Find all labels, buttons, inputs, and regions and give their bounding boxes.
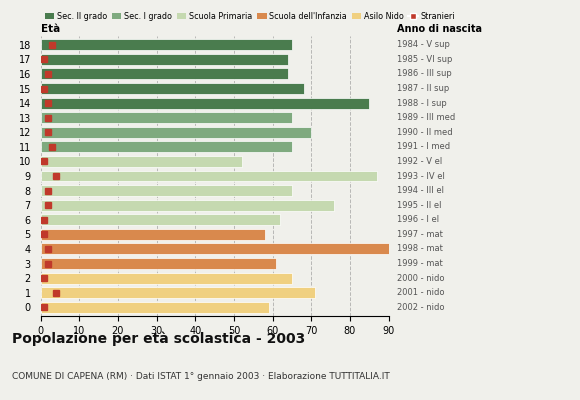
Bar [41, 98, 369, 108]
Text: 1993 - IV el: 1993 - IV el [397, 172, 445, 180]
Text: Anno di nascita: Anno di nascita [397, 24, 483, 34]
Text: 1995 - II el: 1995 - II el [397, 201, 442, 210]
Text: 1988 - I sup: 1988 - I sup [397, 98, 447, 108]
Text: Popolazione per età scolastica - 2003: Popolazione per età scolastica - 2003 [12, 332, 305, 346]
Text: Età: Età [41, 24, 60, 34]
Bar [41, 141, 292, 152]
Text: 2002 - nido: 2002 - nido [397, 303, 445, 312]
Bar [41, 273, 292, 284]
Bar [41, 127, 311, 138]
Text: 2001 - nido: 2001 - nido [397, 288, 445, 297]
Bar [41, 214, 280, 225]
Text: 1991 - I med: 1991 - I med [397, 142, 451, 151]
Bar [41, 68, 288, 79]
Text: 1997 - mat: 1997 - mat [397, 230, 443, 239]
Text: 1985 - VI sup: 1985 - VI sup [397, 55, 452, 64]
Bar [41, 156, 242, 167]
Bar [41, 112, 292, 123]
Text: 2000 - nido: 2000 - nido [397, 274, 445, 282]
Bar [41, 244, 389, 254]
Bar [41, 170, 377, 182]
Bar [41, 39, 292, 50]
Legend: Sec. II grado, Sec. I grado, Scuola Primaria, Scuola dell'Infanzia, Asilo Nido, : Sec. II grado, Sec. I grado, Scuola Prim… [45, 12, 455, 21]
Text: 1998 - mat: 1998 - mat [397, 244, 443, 254]
Bar [41, 258, 277, 269]
Text: 1996 - I el: 1996 - I el [397, 215, 440, 224]
Text: 1989 - III med: 1989 - III med [397, 113, 455, 122]
Bar [41, 302, 269, 313]
Text: COMUNE DI CAPENA (RM) · Dati ISTAT 1° gennaio 2003 · Elaborazione TUTTITALIA.IT: COMUNE DI CAPENA (RM) · Dati ISTAT 1° ge… [12, 372, 389, 381]
Text: 1994 - III el: 1994 - III el [397, 186, 444, 195]
Text: 1999 - mat: 1999 - mat [397, 259, 443, 268]
Bar [41, 54, 288, 65]
Text: 1984 - V sup: 1984 - V sup [397, 40, 450, 49]
Text: 1990 - II med: 1990 - II med [397, 128, 453, 137]
Bar [41, 229, 265, 240]
Text: 1992 - V el: 1992 - V el [397, 157, 443, 166]
Text: 1987 - II sup: 1987 - II sup [397, 84, 450, 93]
Bar [41, 200, 335, 211]
Bar [41, 287, 315, 298]
Bar [41, 185, 292, 196]
Bar [41, 83, 303, 94]
Text: 1986 - III sup: 1986 - III sup [397, 70, 452, 78]
